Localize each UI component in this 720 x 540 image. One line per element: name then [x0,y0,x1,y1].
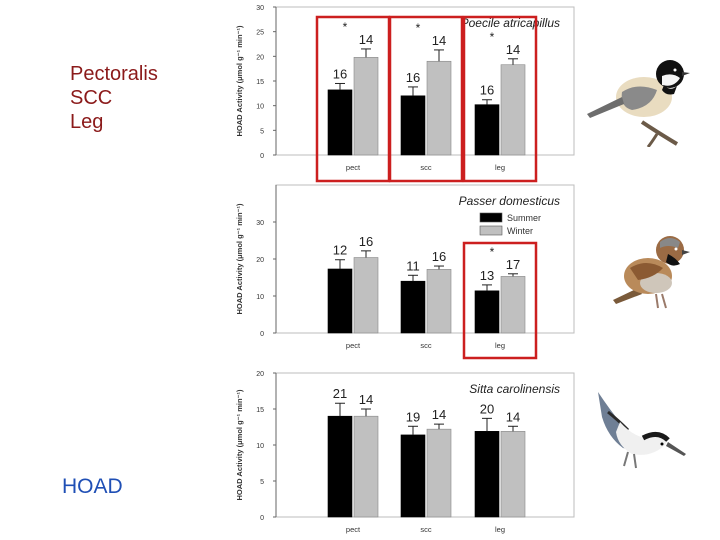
sample-size-label: 14 [432,407,446,422]
legend-swatch-winter [479,225,503,236]
chart-title: Sitta carolinensis [469,382,560,396]
bar-summer-scc [400,280,426,334]
x-tick-label: scc [420,341,432,350]
x-tick-label: scc [420,525,432,534]
x-tick-label: pect [346,163,361,172]
x-tick-label: leg [495,163,505,172]
x-tick-label: leg [495,525,505,534]
y-tick-label: 30 [256,5,264,12]
significance-marker: * [416,21,421,35]
sample-size-label: 11 [406,258,420,273]
nuthatch-icon [598,392,686,469]
sample-size-label: 17 [506,257,520,272]
bar-winter-leg [500,276,526,334]
y-tick-label: 0 [260,515,264,522]
enzyme-label: HOAD [62,475,123,498]
bar-winter-pect [353,257,379,334]
bar-summer-scc [400,434,426,518]
sample-size-label: 14 [506,42,520,57]
y-tick-label: 10 [256,443,264,450]
bar-winter-leg [500,431,526,518]
sample-size-label: 16 [406,70,420,85]
y-tick-label: 0 [260,331,264,338]
muscle-label-scc: SCC [70,87,113,109]
bar-winter-scc [426,428,452,518]
legend-label-winter: Winter [507,226,533,236]
x-tick-label: pect [346,341,361,350]
sample-size-label: 14 [506,409,520,424]
sample-size-label: 13 [480,268,494,283]
bar-winter-scc [426,60,452,156]
sample-size-label: 19 [406,409,420,424]
sample-size-label: 20 [480,401,494,416]
y-axis-label: HOAD Activity (μmol g⁻¹ min⁻¹) [235,389,244,500]
y-tick-label: 15 [256,79,264,86]
bar-winter-pect [353,57,379,156]
significance-marker: * [490,30,495,44]
bar-summer-leg [474,431,500,518]
y-axis-label: HOAD Activity (μmol g⁻¹ min⁻¹) [235,203,244,314]
bar-summer-pect [327,89,353,156]
significance-marker: * [490,245,495,259]
bar-winter-leg [500,64,526,156]
bar-winter-scc [426,269,452,334]
sample-size-label: 16 [333,66,347,81]
sample-size-label: 14 [359,32,373,47]
y-tick-label: 20 [256,257,264,264]
x-tick-label: pect [346,525,361,534]
sample-size-label: 12 [333,243,347,258]
bar-winter-pect [353,415,379,518]
sample-size-label: 14 [359,392,373,407]
bar-summer-scc [400,95,426,156]
highlight-box-leg [462,15,538,183]
chickadee-icon [587,60,690,147]
chart-title: Passer domesticus [459,194,560,208]
y-tick-label: 10 [256,294,264,301]
y-tick-label: 5 [260,479,264,486]
sparrow-icon [613,236,690,309]
y-tick-label: 25 [256,30,264,37]
highlight-box-leg [462,241,538,360]
muscle-list: Pectoralis SCC Leg [70,62,158,134]
bar-summer-pect [327,268,353,334]
bar-summer-leg [474,104,500,156]
bar-summer-pect [327,415,353,518]
sample-size-label: 21 [333,386,347,401]
y-tick-label: 5 [260,128,264,135]
x-tick-label: scc [420,163,432,172]
x-tick-label: leg [495,341,505,350]
sample-size-label: 14 [432,33,446,48]
legend-swatch-summer [479,212,503,223]
muscle-label-pectoralis: Pectoralis [70,63,158,85]
sample-size-label: 16 [480,83,494,98]
y-tick-label: 15 [256,407,264,414]
legend-label-summer: Summer [507,213,541,223]
significance-marker: * [343,20,348,34]
sample-size-label: 16 [359,234,373,249]
highlight-box-scc [388,15,464,183]
y-tick-label: 30 [256,220,264,227]
muscle-label-leg: Leg [70,111,104,133]
y-tick-label: 20 [256,371,264,378]
y-axis-label: HOAD Activity (μmol g⁻¹ min⁻¹) [235,25,244,136]
y-tick-label: 20 [256,54,264,61]
sample-size-label: 16 [432,249,446,264]
bar-summer-leg [474,290,500,334]
y-tick-label: 0 [260,153,264,160]
y-tick-label: 10 [256,104,264,111]
